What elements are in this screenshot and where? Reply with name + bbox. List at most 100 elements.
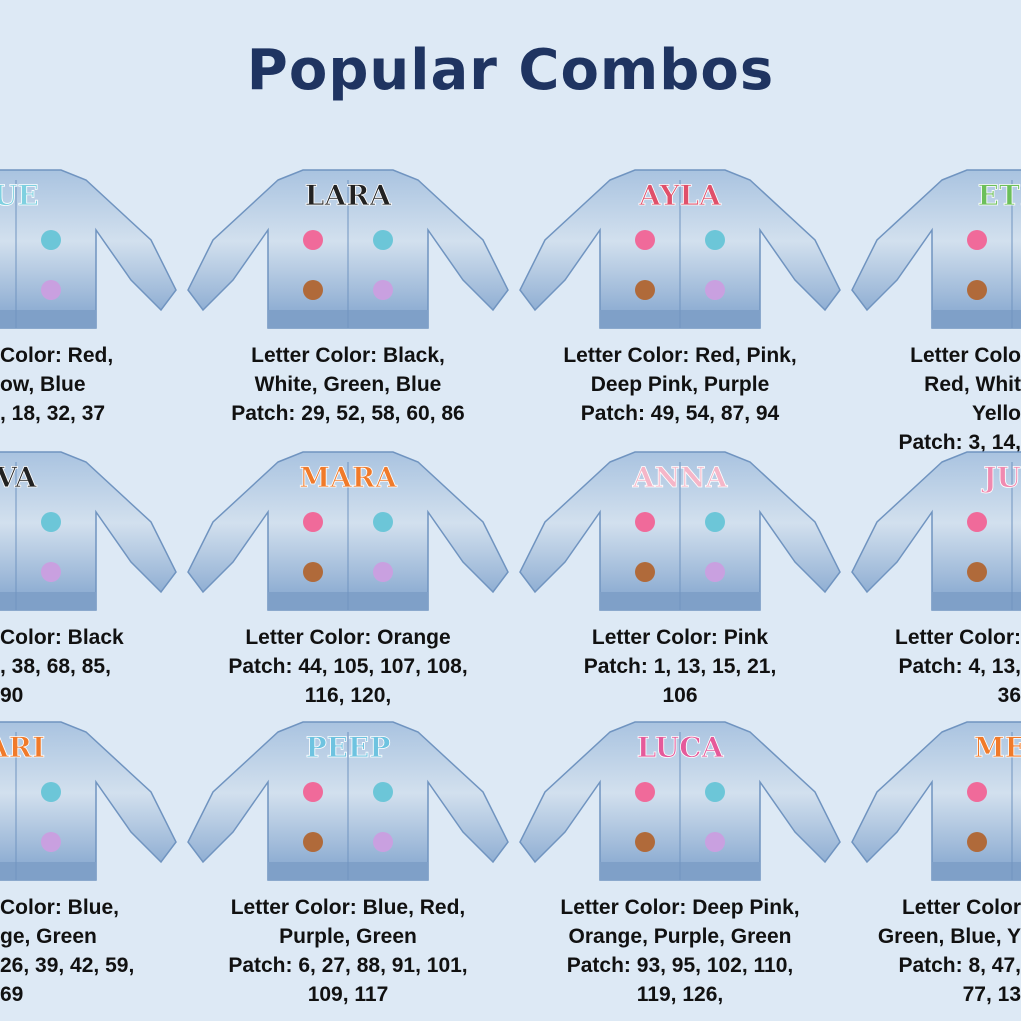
combo-card: UE Color: Red, ow, Blue , 18, 32, 37 xyxy=(0,160,181,428)
patch-icon xyxy=(967,512,987,532)
denim-jacket-image: ETH xyxy=(851,169,1021,329)
combo-card: PEEP Letter Color: Blue, Red, Purple, Gr… xyxy=(183,712,513,1009)
letter-color-text: Letter Color xyxy=(901,896,1021,919)
letter-color-text-cont: Purple, Green xyxy=(279,925,417,948)
denim-jacket-image: PEEP xyxy=(187,721,509,881)
letter-color-text-cont: ge, Green xyxy=(0,925,97,948)
combo-card: JUL Letter Color: Patch: 4, 13, 36 xyxy=(847,442,1021,710)
patch-icon xyxy=(303,280,323,300)
patch-icon xyxy=(705,782,725,802)
patch-icon xyxy=(373,832,393,852)
patch-numbers-text: Patch: 3, 14, xyxy=(898,431,1021,454)
denim-jacket-image: ANNA xyxy=(519,451,841,611)
patch-icon xyxy=(705,832,725,852)
letter-color-text: Letter Color: Black, xyxy=(251,344,445,367)
patch-icon xyxy=(41,512,61,532)
patch-icon xyxy=(373,512,393,532)
letter-color-text: Letter Color: xyxy=(895,626,1021,649)
patch-icon xyxy=(705,512,725,532)
patch-icon xyxy=(373,280,393,300)
combo-caption: Letter Color: Deep Pink, Orange, Purple,… xyxy=(515,893,845,1009)
patch-numbers-text-cont: 36 xyxy=(997,684,1021,707)
denim-jacket-image: MARA xyxy=(187,451,509,611)
denim-jacket-image: LARA xyxy=(187,169,509,329)
patch-numbers-text: Patch: 4, 13, xyxy=(898,655,1021,678)
patch-numbers-text: , 38, 68, 85, xyxy=(0,655,111,678)
jacket-name-patch: MED xyxy=(974,731,1021,764)
letter-color-text: Letter Colo xyxy=(910,344,1021,367)
patch-numbers-text-cont: 106 xyxy=(662,684,698,707)
denim-jacket-image: MED xyxy=(851,721,1021,881)
denim-jacket-image: ARI xyxy=(0,721,177,881)
letter-color-text: Letter Color: Pink xyxy=(591,626,769,649)
patch-numbers-text: Patch: 93, 95, 102, 110, xyxy=(566,954,794,977)
jacket-name-patch: MARA xyxy=(299,461,398,494)
combo-card: ETH Letter Colo Red, Whit Yello Patch: 3… xyxy=(847,160,1021,457)
jacket-name-patch: LUCA xyxy=(637,731,725,764)
letter-color-text: Letter Color: Red, Pink, xyxy=(563,344,797,367)
patch-icon xyxy=(303,512,323,532)
patch-icon xyxy=(41,280,61,300)
patch-icon xyxy=(41,782,61,802)
patch-icon xyxy=(967,280,987,300)
patch-numbers-text: Patch: 44, 105, 107, 108, xyxy=(228,655,468,678)
patch-icon xyxy=(303,230,323,250)
combo-caption: Letter Color: Patch: 4, 13, 36 xyxy=(847,623,1021,710)
jacket-name-patch: UE xyxy=(0,179,39,212)
jacket-name-patch: ETH xyxy=(978,179,1021,212)
combo-card: VA Color: Black , 38, 68, 85, 90 xyxy=(0,442,181,710)
patch-icon xyxy=(635,280,655,300)
denim-jacket-image: LUCA xyxy=(519,721,841,881)
combo-caption: Color: Black , 38, 68, 85, 90 xyxy=(0,623,181,710)
patch-numbers-text: Patch: 49, 54, 87, 94 xyxy=(580,402,780,425)
patch-icon xyxy=(303,562,323,582)
patch-icon xyxy=(635,562,655,582)
jacket-name-patch: ARI xyxy=(0,731,45,764)
patch-icon xyxy=(705,562,725,582)
combo-card: MARA Letter Color: Orange Patch: 44, 105… xyxy=(183,442,513,710)
patch-numbers-text-cont: 119, 126, xyxy=(636,983,724,1006)
patch-numbers-text: 26, 39, 42, 59, xyxy=(0,954,135,977)
jacket-name-patch: JUL xyxy=(980,461,1021,494)
patch-icon xyxy=(41,832,61,852)
jacket-name-patch: ANNA xyxy=(632,461,729,494)
jacket-name-patch: PEEP xyxy=(306,731,391,764)
page-title: Popular Combos xyxy=(246,38,775,103)
patch-icon xyxy=(967,230,987,250)
patch-numbers-text-cont: 77, 13 xyxy=(962,983,1021,1006)
combo-card: MED Letter Color Green, Blue, Y Patch: 8… xyxy=(847,712,1021,1009)
denim-jacket-image: JUL xyxy=(851,451,1021,611)
jacket-name-patch: AYLA xyxy=(638,179,722,212)
combo-caption: Color: Blue, ge, Green 26, 39, 42, 59, 6… xyxy=(0,893,181,1009)
jacket-name-patch: VA xyxy=(0,461,38,494)
denim-jacket-image: UE xyxy=(0,169,177,329)
combo-caption: Letter Color: Pink Patch: 1, 13, 15, 21,… xyxy=(515,623,845,710)
patch-icon xyxy=(41,230,61,250)
patch-icon xyxy=(635,512,655,532)
combo-caption: Letter Color: Black, White, Green, Blue … xyxy=(183,341,513,428)
patch-icon xyxy=(303,832,323,852)
patch-numbers-text: Patch: 1, 13, 15, 21, xyxy=(583,655,777,678)
patch-icon xyxy=(373,230,393,250)
patch-icon xyxy=(41,562,61,582)
denim-jacket-image: VA xyxy=(0,451,177,611)
letter-color-text: Color: Red, xyxy=(0,344,114,367)
combo-card: LARA Letter Color: Black, White, Green, … xyxy=(183,160,513,428)
denim-jacket-image: AYLA xyxy=(519,169,841,329)
combo-card: ANNA Letter Color: Pink Patch: 1, 13, 15… xyxy=(515,442,845,710)
patch-icon xyxy=(967,782,987,802)
patch-icon xyxy=(705,280,725,300)
combo-card: AYLA Letter Color: Red, Pink, Deep Pink,… xyxy=(515,160,845,428)
patch-icon xyxy=(303,782,323,802)
letter-color-text-cont: Green, Blue, Y xyxy=(877,925,1021,948)
combo-card: LUCA Letter Color: Deep Pink, Orange, Pu… xyxy=(515,712,845,1009)
combo-caption: Letter Color Green, Blue, Y Patch: 8, 47… xyxy=(847,893,1021,1009)
patch-numbers-text-cont: 116, 120, xyxy=(304,684,392,707)
letter-color-text-cont: White, Green, Blue xyxy=(254,373,442,396)
letter-color-text: Letter Color: Blue, Red, xyxy=(230,896,466,919)
patch-numbers-text-cont: 90 xyxy=(0,684,24,707)
letter-color-text: Letter Color: Orange xyxy=(245,626,451,649)
letter-color-text-cont: ow, Blue xyxy=(0,373,86,396)
patch-icon xyxy=(373,562,393,582)
patch-numbers-text: Patch: 8, 47, xyxy=(898,954,1021,977)
